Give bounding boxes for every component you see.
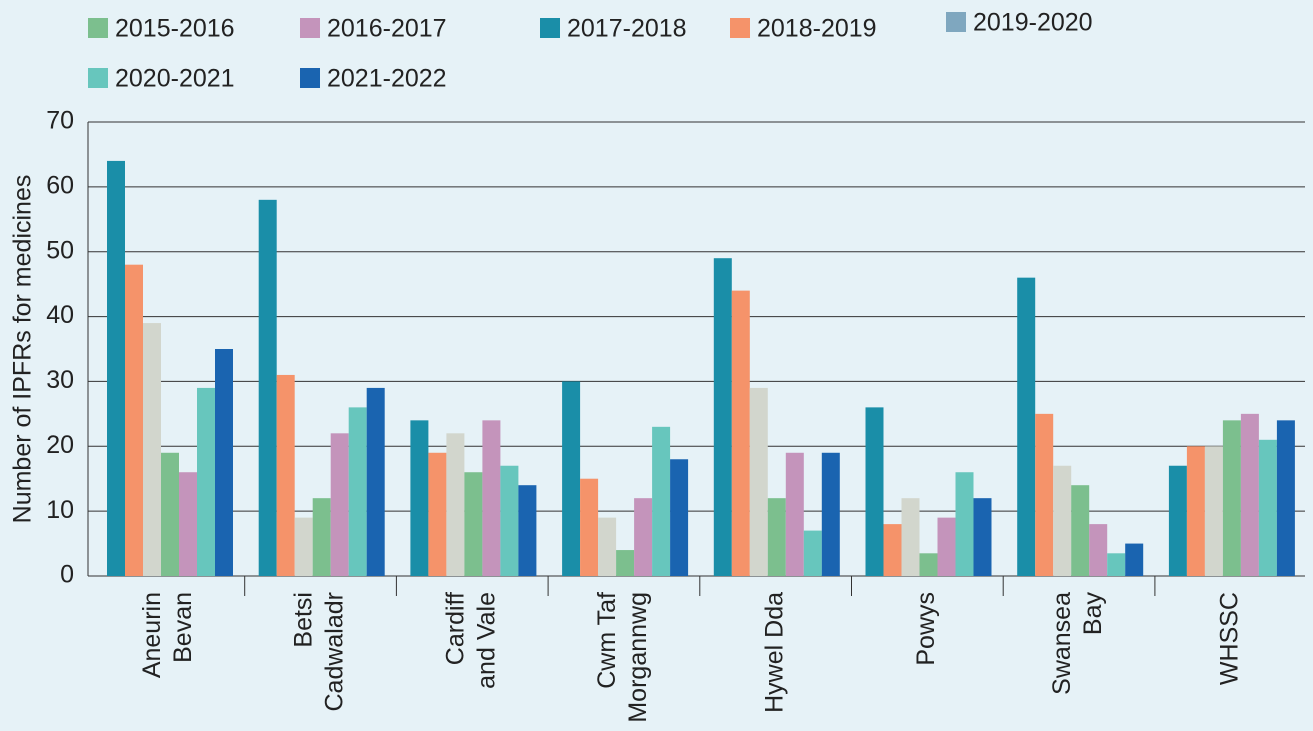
bar bbox=[179, 472, 197, 576]
legend-label: 2019-2020 bbox=[973, 9, 1093, 37]
x-tick-label: Morgannwg bbox=[624, 592, 652, 723]
bar bbox=[580, 478, 599, 576]
legend-label: 2020-2021 bbox=[115, 65, 235, 93]
legend-label: 2016-2017 bbox=[327, 15, 447, 43]
bar bbox=[1125, 543, 1144, 576]
y-tick-label: 70 bbox=[46, 107, 74, 135]
x-tick-label: Aneurin bbox=[138, 592, 166, 678]
bar bbox=[464, 472, 483, 576]
x-tick-label: Bevan bbox=[169, 592, 197, 663]
bar bbox=[901, 498, 920, 576]
bar bbox=[713, 258, 732, 576]
bar bbox=[1204, 446, 1223, 576]
y-tick-label: 40 bbox=[46, 301, 74, 329]
bar bbox=[1107, 553, 1126, 576]
legend-swatch bbox=[300, 18, 320, 38]
bar bbox=[865, 407, 884, 576]
bar bbox=[973, 498, 992, 576]
legend-label: 2021-2022 bbox=[327, 65, 447, 93]
legend-swatch bbox=[88, 18, 108, 38]
bar bbox=[482, 420, 501, 576]
y-tick-label: 60 bbox=[46, 171, 74, 199]
bar bbox=[1240, 413, 1259, 576]
bar bbox=[937, 517, 956, 576]
bar bbox=[1017, 277, 1036, 576]
bar bbox=[348, 407, 367, 576]
bar bbox=[652, 426, 671, 576]
legend-swatch bbox=[300, 68, 320, 88]
bar bbox=[1222, 420, 1241, 576]
legend-swatch bbox=[946, 12, 966, 32]
bar bbox=[312, 498, 331, 576]
bar bbox=[883, 524, 902, 576]
x-tick-label: and Vale bbox=[472, 592, 500, 689]
bar bbox=[562, 381, 581, 576]
x-tick-label: Bay bbox=[1079, 592, 1107, 636]
y-tick-label: 0 bbox=[60, 561, 74, 589]
bar bbox=[1186, 446, 1205, 576]
bar bbox=[410, 420, 429, 576]
y-tick-label: 10 bbox=[46, 496, 74, 524]
bar bbox=[446, 433, 465, 576]
x-tick-label: Powys bbox=[912, 592, 940, 666]
x-tick-label: Cadwaladr bbox=[321, 592, 349, 712]
bar bbox=[767, 498, 786, 576]
bar bbox=[731, 290, 750, 576]
bar bbox=[634, 498, 653, 576]
bar bbox=[143, 323, 161, 576]
bar bbox=[125, 264, 143, 576]
bar bbox=[428, 452, 447, 576]
bar bbox=[197, 387, 215, 576]
legend-label: 2017-2018 bbox=[567, 15, 687, 43]
x-tick-label: Hywel Dda bbox=[760, 592, 788, 713]
bar bbox=[294, 517, 313, 576]
bar bbox=[330, 433, 349, 576]
y-tick-label: 50 bbox=[46, 236, 74, 264]
x-tick-label: Swansea bbox=[1048, 592, 1076, 695]
bar bbox=[215, 349, 233, 576]
bar bbox=[366, 387, 385, 576]
legend-swatch bbox=[540, 18, 560, 38]
bar bbox=[107, 160, 125, 576]
bar bbox=[598, 517, 617, 576]
bar bbox=[749, 387, 768, 576]
bar bbox=[258, 199, 277, 577]
y-tick-label: 20 bbox=[46, 431, 74, 459]
bar bbox=[955, 472, 974, 576]
x-tick-label: WHSSC bbox=[1215, 592, 1243, 685]
bar bbox=[518, 485, 537, 576]
bar bbox=[500, 465, 519, 576]
bar bbox=[803, 530, 822, 576]
y-tick-label: 30 bbox=[46, 366, 74, 394]
bar bbox=[919, 553, 938, 576]
legend-label: 2018-2019 bbox=[757, 15, 877, 43]
bar bbox=[785, 452, 804, 576]
bar bbox=[1258, 439, 1277, 576]
bar bbox=[1276, 420, 1295, 576]
bar bbox=[1089, 524, 1108, 576]
legend-label: 2015-2016 bbox=[115, 15, 235, 43]
bar bbox=[1053, 465, 1072, 576]
bar bbox=[670, 459, 689, 576]
y-axis-title: Number of IPFRs for medicines bbox=[9, 175, 37, 524]
bar bbox=[1168, 465, 1187, 576]
legend-swatch bbox=[730, 18, 750, 38]
bar bbox=[821, 452, 840, 576]
bar bbox=[161, 452, 179, 576]
x-tick-label: Betsi bbox=[290, 592, 318, 648]
bar bbox=[1035, 413, 1054, 576]
bar bbox=[616, 550, 635, 576]
legend-swatch bbox=[88, 68, 108, 88]
x-tick-label: Cardiff bbox=[441, 592, 469, 665]
bar bbox=[276, 374, 295, 576]
x-tick-label: Cwm Taf bbox=[593, 592, 621, 689]
bar bbox=[1071, 485, 1090, 576]
